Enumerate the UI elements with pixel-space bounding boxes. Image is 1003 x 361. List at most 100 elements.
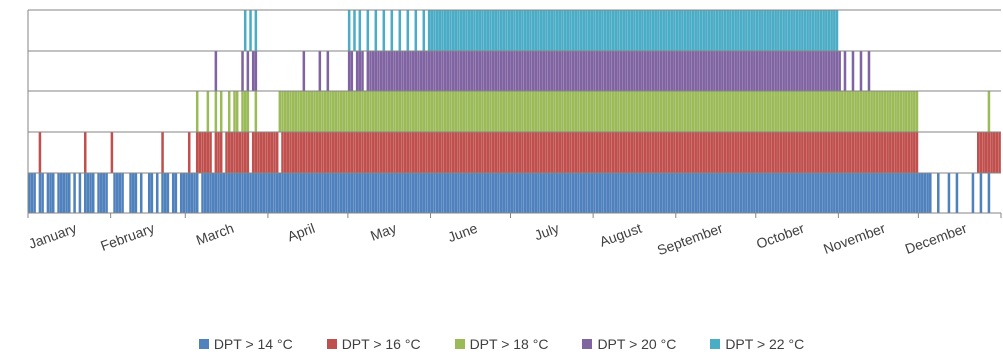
day-bar: [699, 91, 703, 132]
day-bar: [443, 173, 447, 213]
day-bar: [465, 91, 468, 132]
day-bar: [635, 51, 639, 91]
day-bar: [363, 132, 367, 173]
day-bar: [910, 91, 913, 132]
day-bar: [785, 91, 788, 132]
day-bar: [302, 51, 306, 91]
day-bar: [433, 91, 436, 132]
day-bar: [763, 51, 767, 91]
day-bar: [195, 132, 199, 173]
day-bar: [329, 91, 332, 132]
day-bar: [377, 173, 380, 213]
day-bar: [782, 51, 785, 91]
day-bar: [593, 173, 596, 213]
day-bar: [838, 91, 841, 132]
day-bar: [854, 173, 857, 213]
day-bar: [726, 173, 729, 213]
day-bar: [691, 132, 695, 173]
series-group: [243, 10, 839, 51]
day-bar: [214, 132, 218, 173]
day-bar: [190, 173, 194, 213]
day-bar: [534, 132, 538, 173]
day-bar: [825, 91, 828, 132]
day-bar: [753, 173, 756, 213]
day-bar: [531, 91, 535, 132]
day-bar: [755, 173, 759, 213]
legend-label: DPT > 16 °C: [341, 336, 421, 352]
day-bar: [529, 91, 532, 132]
day-bar: [406, 51, 410, 91]
day-bar: [313, 173, 316, 213]
day-bar: [398, 132, 402, 173]
day-bar: [587, 91, 591, 132]
day-bar: [419, 51, 423, 91]
day-bar: [473, 10, 476, 51]
day-bar: [315, 173, 319, 213]
day-bar: [435, 51, 439, 91]
day-bar: [598, 132, 601, 173]
day-bar: [49, 173, 52, 213]
day-bar: [297, 132, 300, 173]
day-bar: [283, 91, 287, 132]
day-bar: [427, 173, 431, 213]
day-bar: [649, 173, 652, 213]
day-bar: [790, 10, 793, 51]
day-bar: [793, 51, 796, 91]
day-bar: [774, 91, 777, 132]
x-tick-label: June: [446, 220, 480, 245]
day-bar: [251, 51, 255, 91]
day-bar: [337, 91, 340, 132]
day-bar: [926, 173, 929, 213]
day-bar: [678, 10, 681, 51]
day-bar: [491, 173, 495, 213]
day-bar: [521, 132, 524, 173]
day-bar: [627, 10, 631, 51]
day-bar: [537, 91, 540, 132]
series-group: [28, 173, 991, 213]
day-bar: [622, 132, 625, 173]
day-bar: [803, 132, 807, 173]
day-bar: [803, 51, 807, 91]
day-bar: [267, 132, 271, 173]
day-bar: [382, 51, 386, 91]
day-bar: [195, 91, 199, 132]
day-bar: [723, 91, 727, 132]
day-bar: [547, 91, 551, 132]
day-bar: [606, 91, 609, 132]
day-bar: [89, 173, 92, 213]
day-bar: [219, 91, 223, 132]
day-bar: [862, 173, 865, 213]
day-bar: [630, 91, 633, 132]
day-bar: [102, 173, 106, 213]
day-bar: [785, 10, 788, 51]
day-bar: [558, 132, 562, 173]
day-bar: [734, 10, 737, 51]
day-bar: [214, 91, 218, 132]
day-bar: [83, 173, 87, 213]
day-bar: [745, 132, 748, 173]
day-bar: [598, 173, 601, 213]
day-bar: [446, 91, 450, 132]
legend-item: DPT > 22 °C: [710, 336, 804, 352]
day-bar: [633, 51, 636, 91]
day-bar: [435, 10, 439, 51]
day-bar: [977, 132, 980, 173]
day-bar: [771, 51, 775, 91]
day-bar: [571, 173, 575, 213]
day-bar: [254, 10, 258, 51]
day-bar: [566, 132, 570, 173]
day-bar: [803, 173, 807, 213]
day-bar: [515, 91, 519, 132]
day-bar: [62, 173, 66, 213]
day-bar: [481, 10, 484, 51]
day-bar: [449, 51, 452, 91]
day-bar: [675, 173, 679, 213]
day-bar: [851, 51, 855, 91]
day-bar: [603, 10, 607, 51]
day-bar: [998, 132, 1001, 173]
day-bar: [366, 132, 370, 173]
day-bar: [427, 51, 431, 91]
day-bar: [523, 132, 527, 173]
day-bar: [393, 173, 396, 213]
day-bar: [606, 10, 609, 51]
